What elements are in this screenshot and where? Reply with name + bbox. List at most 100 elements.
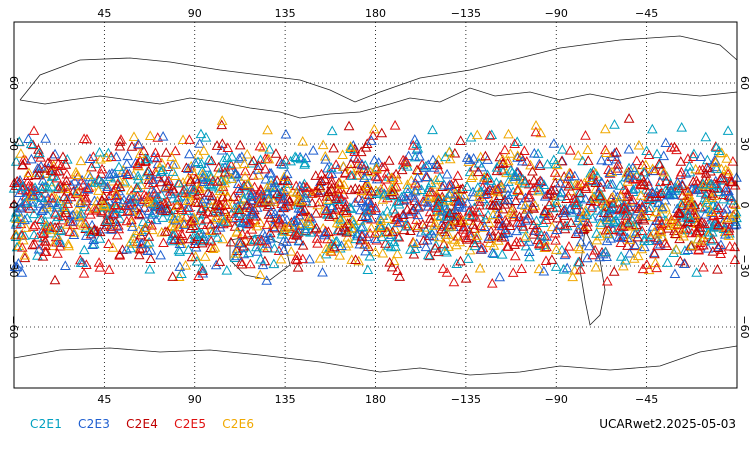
observation-marker [78, 244, 90, 255]
observation-marker [125, 236, 137, 247]
observation-marker [94, 226, 106, 237]
observation-marker [316, 168, 327, 179]
observation-marker [427, 154, 439, 165]
observation-marker [377, 194, 389, 204]
observation-marker [455, 135, 466, 145]
observation-marker [502, 194, 514, 204]
observation-marker [152, 200, 163, 211]
observation-marker [238, 248, 250, 259]
observation-marker [607, 191, 619, 202]
observation-marker [414, 150, 425, 161]
observation-marker [424, 186, 436, 197]
observation-marker [230, 158, 242, 169]
observation-marker [88, 234, 99, 245]
observation-marker [556, 187, 567, 198]
observation-marker [660, 175, 672, 186]
observation-marker [711, 163, 722, 173]
observation-marker [361, 205, 373, 216]
coastline-path [579, 229, 606, 326]
observation-marker [538, 208, 550, 219]
observation-marker [292, 227, 304, 237]
observation-marker [445, 221, 457, 231]
observation-marker [239, 158, 250, 169]
observation-marker [430, 240, 442, 250]
observation-marker [262, 193, 274, 203]
observation-marker [322, 162, 333, 173]
observation-marker [265, 212, 276, 222]
observation-marker [213, 167, 224, 178]
observation-marker [347, 223, 359, 233]
longitude-tick-label: 180 [365, 393, 386, 406]
observation-marker [522, 213, 533, 223]
observation-marker [360, 245, 371, 256]
observation-marker [106, 167, 118, 178]
observation-marker [342, 231, 353, 242]
observation-marker [247, 170, 259, 180]
latitude-tick-label: 0 [7, 202, 20, 209]
observation-marker [74, 254, 86, 265]
observation-marker [155, 176, 167, 187]
observation-marker [678, 258, 690, 268]
observation-marker [356, 185, 367, 195]
observation-marker [608, 266, 620, 276]
observation-marker [253, 160, 265, 170]
observation-marker [289, 151, 301, 162]
observation-marker [633, 139, 645, 150]
observation-marker [232, 178, 244, 189]
observation-marker [111, 229, 123, 240]
observation-marker [197, 265, 209, 275]
observation-marker [26, 153, 37, 164]
observation-marker [319, 150, 331, 161]
observation-marker [228, 191, 239, 201]
observation-marker [647, 211, 659, 222]
latitude-tick-label: 0 [738, 202, 750, 209]
observation-marker [122, 205, 134, 216]
observation-marker [449, 147, 461, 158]
observation-marker [624, 247, 635, 258]
observation-marker [15, 148, 27, 158]
observation-marker [323, 168, 335, 179]
observation-marker [239, 165, 251, 176]
observation-marker [110, 188, 122, 198]
observation-marker [520, 214, 532, 225]
observation-marker [473, 206, 485, 217]
observation-marker [143, 231, 155, 241]
observation-marker [502, 155, 514, 166]
observation-marker [702, 243, 714, 253]
observation-marker [651, 262, 663, 273]
observation-marker [311, 222, 322, 233]
observation-marker [640, 159, 652, 170]
observation-marker [712, 263, 723, 274]
observation-marker [118, 177, 130, 188]
observation-marker [428, 225, 440, 236]
observation-marker [656, 201, 668, 212]
observation-marker [402, 160, 413, 171]
observation-marker [428, 220, 440, 230]
observation-marker [331, 235, 343, 246]
observation-marker [134, 243, 146, 254]
observation-marker [465, 172, 477, 183]
observation-marker [75, 194, 87, 205]
observation-marker [563, 180, 575, 191]
observation-marker [369, 233, 381, 243]
observation-marker [243, 189, 255, 199]
observation-marker [602, 228, 613, 238]
observation-marker [461, 181, 473, 191]
observation-marker [177, 187, 188, 197]
observation-marker [496, 163, 508, 174]
observation-marker [561, 220, 573, 231]
observation-marker [641, 259, 653, 269]
observation-marker [186, 186, 198, 197]
observation-marker [705, 235, 717, 245]
observation-marker [278, 244, 290, 255]
observation-marker [188, 184, 200, 195]
observation-marker [215, 175, 227, 186]
observation-marker [138, 189, 150, 200]
observation-marker [481, 199, 493, 210]
observation-marker [441, 192, 453, 202]
observation-marker [581, 209, 593, 219]
observation-marker [314, 253, 326, 263]
latitude-tick-label: −30 [7, 254, 20, 277]
observation-marker [96, 163, 108, 174]
observation-marker [613, 231, 625, 242]
